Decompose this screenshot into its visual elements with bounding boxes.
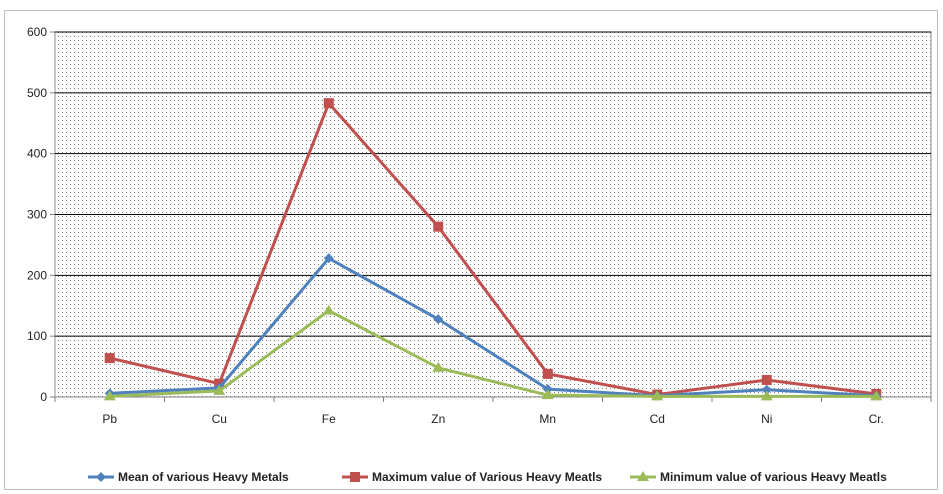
x-tick-label: Cd bbox=[650, 412, 665, 426]
y-tick-label: 300 bbox=[27, 208, 47, 222]
triangle-marker bbox=[432, 361, 445, 372]
diamond-marker bbox=[96, 472, 106, 482]
triangle-marker bbox=[213, 384, 226, 395]
x-tick-label: Ni bbox=[761, 412, 772, 426]
legend: Mean of various Heavy Metals Maximum valu… bbox=[88, 470, 887, 484]
square-marker bbox=[104, 353, 115, 364]
triangle-marker bbox=[870, 390, 883, 401]
triangle-marker bbox=[637, 471, 649, 481]
triangle-marker bbox=[103, 390, 116, 401]
diamond-marker bbox=[761, 384, 772, 395]
square-marker bbox=[323, 98, 334, 109]
legend-label: Minimum value of various Heavy Meatls bbox=[660, 470, 887, 484]
legend-item: Mean of various Heavy Metals bbox=[88, 470, 289, 484]
square-marker bbox=[761, 374, 772, 385]
x-tick-label: Cr. bbox=[869, 412, 884, 426]
diamond-marker bbox=[542, 384, 553, 395]
square-marker bbox=[542, 368, 553, 379]
chart-container: 0 100 200 300 400 500 600 Pb Cu Fe Zn Mn Cd Ni Cr. Mea… bbox=[4, 10, 938, 490]
diamond-marker bbox=[323, 253, 334, 264]
square-marker bbox=[433, 221, 444, 232]
triangle-marker bbox=[651, 390, 664, 401]
triangle-marker bbox=[541, 389, 554, 400]
y-tick-label: 600 bbox=[27, 25, 47, 39]
line-chart: 0 100 200 300 400 500 600 Pb Cu Fe Zn Mn Cd Ni Cr. Mea… bbox=[27, 25, 932, 484]
series-line bbox=[109, 256, 877, 398]
y-tick-label: 100 bbox=[27, 329, 47, 343]
x-tick-label: Zn bbox=[431, 412, 445, 426]
x-tick-label: Pb bbox=[102, 412, 117, 426]
x-tick-label: Cu bbox=[212, 412, 227, 426]
y-tick-label: 200 bbox=[27, 268, 47, 282]
y-tick-label: 400 bbox=[27, 147, 47, 161]
series-line bbox=[109, 309, 877, 398]
y-tick-label: 500 bbox=[27, 86, 47, 100]
series-group bbox=[103, 98, 883, 401]
legend-item: Maximum value of Various Heavy Meatls bbox=[342, 470, 602, 484]
series-3 bbox=[103, 304, 883, 401]
x-tick-label: Fe bbox=[322, 412, 336, 426]
legend-label: Mean of various Heavy Metals bbox=[118, 470, 289, 484]
x-tick-label: Mn bbox=[539, 412, 556, 426]
series-line bbox=[109, 101, 877, 397]
legend-label: Maximum value of Various Heavy Meatls bbox=[372, 470, 602, 484]
y-tick-label: 0 bbox=[40, 390, 47, 404]
legend-item: Minimum value of various Heavy Meatls bbox=[630, 470, 887, 484]
square-marker bbox=[350, 472, 360, 482]
triangle-marker bbox=[760, 390, 773, 401]
diamond-marker bbox=[433, 314, 444, 325]
triangle-marker bbox=[322, 304, 335, 315]
